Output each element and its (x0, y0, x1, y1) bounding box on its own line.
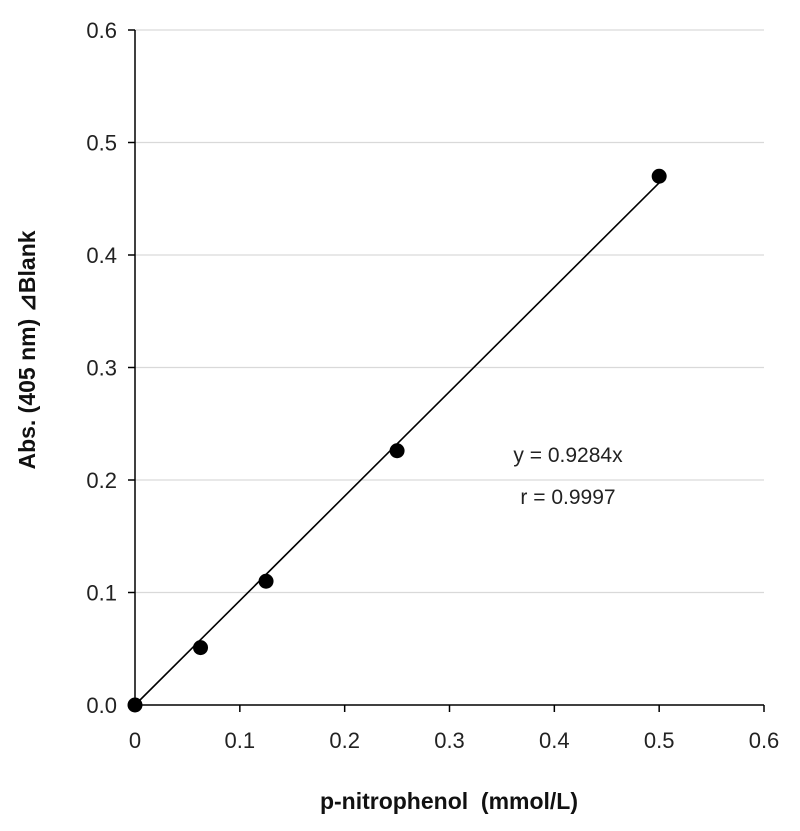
y-ticks: 0.0 0.1 0.2 0.3 0.4 0.5 0.6 (86, 18, 135, 718)
x-tick-label-0.1: 0.1 (225, 728, 256, 753)
y-tick-label-0.0: 0.0 (86, 693, 117, 718)
x-tick-label-0.5: 0.5 (644, 728, 675, 753)
x-axis-title: p-nitrophenol (mmol/L) (320, 788, 578, 814)
data-point-1 (193, 640, 209, 656)
data-point-0 (127, 697, 143, 713)
y-tick-label-0.4: 0.4 (86, 243, 117, 268)
x-ticks: 0 0.1 0.2 0.3 0.4 0.5 0.6 (129, 705, 779, 753)
data-points (127, 168, 667, 713)
x-tick-label-0.2: 0.2 (329, 728, 360, 753)
y-tick-label-0.6: 0.6 (86, 18, 117, 43)
x-tick-label-0.6: 0.6 (749, 728, 780, 753)
data-point-4 (651, 168, 667, 184)
y-tick-label-0.5: 0.5 (86, 131, 117, 156)
x-tick-label-0.4: 0.4 (539, 728, 570, 753)
y-tick-label-0.1: 0.1 (86, 581, 117, 606)
y-axis-title: Abs. (405 nm) ⊿Blank (14, 230, 40, 469)
y-tick-label-0.2: 0.2 (86, 468, 117, 493)
gridlines (135, 29, 764, 594)
y-tick-label-0.3: 0.3 (86, 356, 117, 381)
x-tick-label-0.3: 0.3 (434, 728, 465, 753)
data-point-3 (389, 443, 405, 459)
data-point-2 (258, 573, 274, 589)
correlation-label: r = 0.9997 (520, 486, 615, 509)
x-tick-label-0: 0 (129, 728, 141, 753)
equation-label: y = 0.9284x (513, 444, 623, 467)
